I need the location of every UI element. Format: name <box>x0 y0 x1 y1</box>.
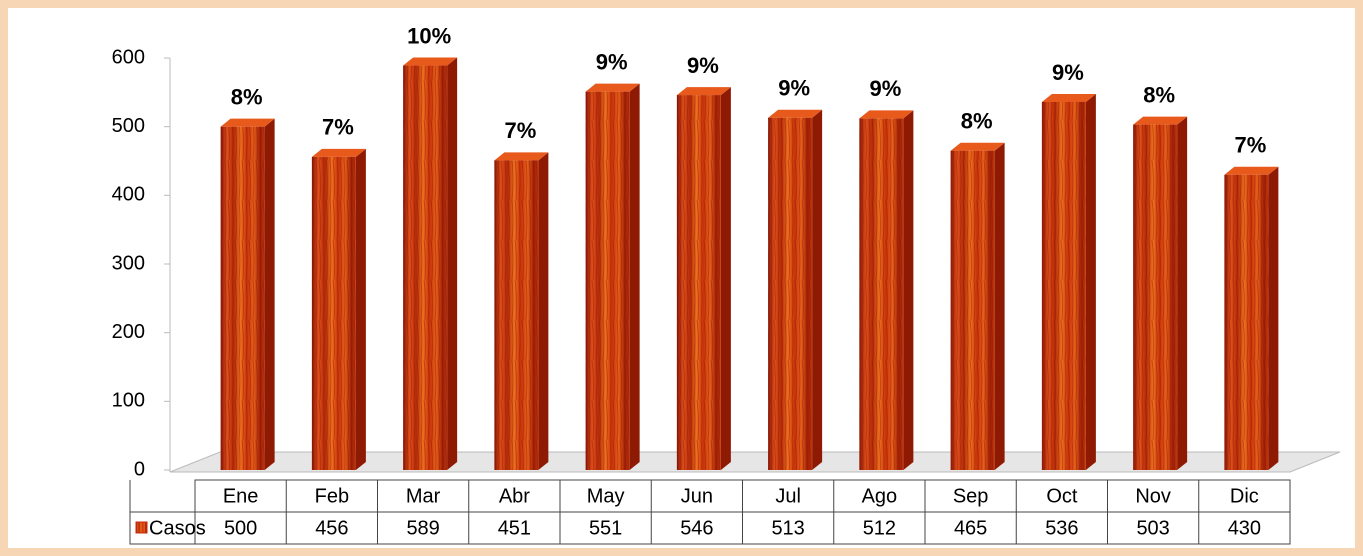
bar-grain <box>585 91 630 470</box>
bar-top <box>220 118 275 127</box>
table-value: 456 <box>315 517 348 539</box>
data-label: 7% <box>1234 133 1266 158</box>
x-tick-label: Abr <box>499 485 530 507</box>
data-label: 8% <box>231 84 263 109</box>
bar-side <box>629 83 640 470</box>
legend-swatch <box>135 521 148 534</box>
x-tick-label: Mar <box>406 485 441 507</box>
data-label: 7% <box>322 115 354 140</box>
bar-grain <box>676 95 721 470</box>
bar-top <box>768 109 823 118</box>
bar-top <box>676 87 731 96</box>
x-tick-label: Feb <box>315 485 349 507</box>
x-tick-label: Oct <box>1046 485 1078 507</box>
data-label: 10% <box>407 23 451 48</box>
bar-side <box>1268 166 1279 470</box>
bar-grain <box>311 156 356 470</box>
x-tick-label: May <box>587 485 625 507</box>
x-tick-label: Jul <box>775 485 801 507</box>
bar-grain <box>220 126 265 471</box>
bar-top <box>1041 93 1096 102</box>
table-value: 536 <box>1045 517 1078 539</box>
bar-side <box>1177 116 1188 471</box>
x-tick-label: Sep <box>953 485 989 507</box>
table-value: 551 <box>589 517 622 539</box>
legend-label: Casos <box>149 517 206 539</box>
table-value: 589 <box>406 517 439 539</box>
x-tick-label: Jun <box>681 485 713 507</box>
bar-top <box>585 83 640 92</box>
bar-side <box>355 148 366 470</box>
y-tick-label: 500 <box>112 115 145 137</box>
y-tick-label: 0 <box>134 458 145 480</box>
bar-top <box>859 110 914 119</box>
data-label: 9% <box>1052 60 1084 85</box>
bar-grain <box>1041 101 1086 471</box>
data-label: 9% <box>778 76 810 101</box>
bar-top <box>950 142 1005 151</box>
bar-top <box>1133 116 1188 125</box>
bar-grain <box>403 65 448 470</box>
data-label: 8% <box>1143 82 1175 107</box>
data-label: 9% <box>596 49 628 74</box>
bar-side <box>994 142 1005 470</box>
y-tick-label: 200 <box>112 321 145 343</box>
bar-grain <box>768 117 813 471</box>
data-label: 7% <box>504 118 536 143</box>
y-tick-label: 400 <box>112 184 145 206</box>
bar-side <box>1085 93 1096 471</box>
bar-side <box>720 87 731 470</box>
table-value: 546 <box>680 517 713 539</box>
bar-grain <box>950 150 995 470</box>
table-value: 465 <box>954 517 987 539</box>
x-tick-label: Ene <box>223 485 259 507</box>
bar-side <box>264 118 275 471</box>
y-tick-label: 300 <box>112 252 145 274</box>
bar-top <box>494 152 549 161</box>
table-value: 503 <box>1136 517 1169 539</box>
bar-side <box>538 152 549 470</box>
bar-side <box>447 57 458 470</box>
x-tick-label: Nov <box>1135 485 1171 507</box>
data-label: 8% <box>961 109 993 134</box>
table-value: 513 <box>771 517 804 539</box>
y-tick-label: 100 <box>112 390 145 412</box>
table-value: 430 <box>1228 517 1261 539</box>
y-tick-label: 600 <box>112 46 145 68</box>
bar-top <box>403 57 458 66</box>
x-tick-label: Dic <box>1230 485 1259 507</box>
table-value: 451 <box>498 517 531 539</box>
data-label: 9% <box>687 53 719 78</box>
bar-side <box>812 109 823 471</box>
bar-top <box>1224 166 1279 175</box>
table-value: 500 <box>224 517 257 539</box>
bar-top <box>311 148 366 157</box>
bar-grain <box>494 160 539 470</box>
bar-side <box>903 110 914 470</box>
table-value: 512 <box>863 517 896 539</box>
bar-grain <box>1133 124 1178 471</box>
bar-grain <box>1224 174 1269 470</box>
bar-grain <box>859 118 904 470</box>
x-tick-label: Ago <box>862 485 898 507</box>
data-label: 9% <box>869 76 901 101</box>
